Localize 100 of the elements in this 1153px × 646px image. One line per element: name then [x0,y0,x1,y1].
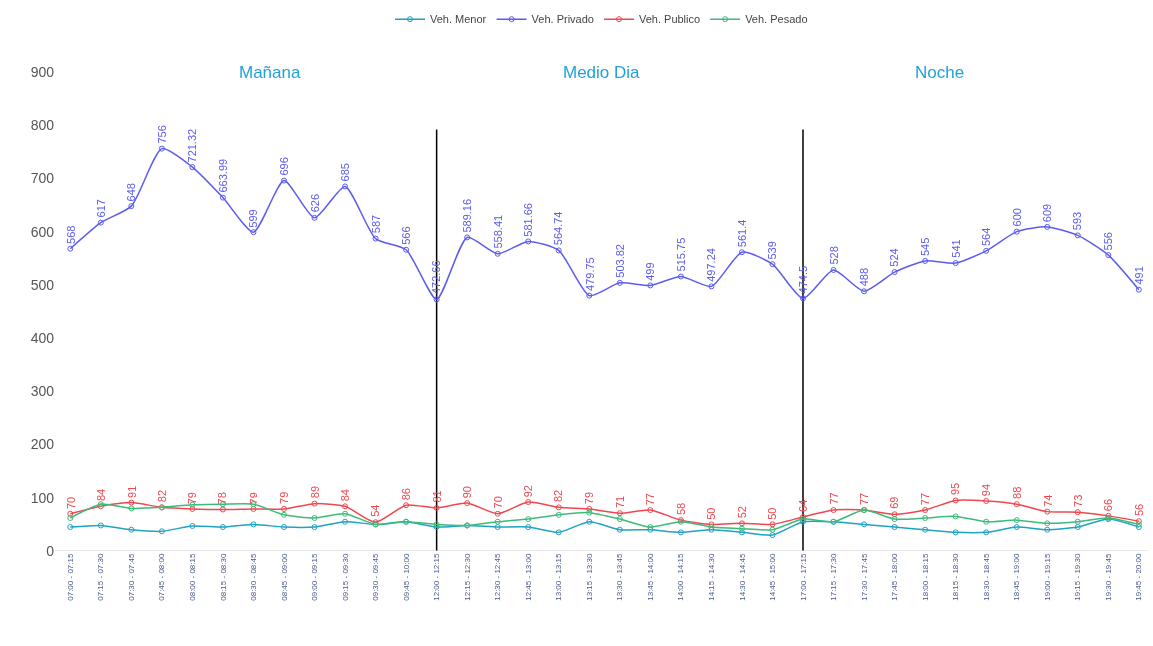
data-label: 91 [125,485,138,498]
legend-label: Veh. Publico [638,13,701,26]
data-label: 79 [186,492,199,505]
data-label: 564.74 [552,211,565,246]
x-tick-label: 12:45 - 13:00 [523,553,533,601]
x-tick-label: 09:30 - 09:45 [371,553,381,601]
x-tick-label: 07:45 - 08:00 [157,553,167,601]
y-tick-label: 300 [30,383,55,400]
y-tick-label: 800 [30,117,55,134]
data-label: 600 [1011,208,1024,227]
data-label: 77 [827,492,840,505]
y-tick-label: 200 [30,436,55,453]
x-tick-label: 09:45 - 10:00 [401,553,411,601]
data-label: 685 [338,163,351,182]
data-label: 497.24 [705,248,718,282]
data-label: 58 [674,502,687,516]
x-tick-label: 14:15 - 14:30 [707,553,717,601]
data-label: 541 [949,239,962,258]
data-label: 94 [980,483,993,497]
x-tick-label: 19:15 - 19:30 [1073,553,1083,601]
data-label: 79 [247,492,260,505]
x-tick-label: 09:00 - 09:15 [310,553,320,601]
data-label: 77 [644,493,657,506]
data-label: 84 [94,488,107,502]
data-label: 74 [1041,494,1054,507]
data-label: 545 [919,237,932,257]
x-tick-label: 14:45 - 15:00 [768,553,778,601]
data-label: 617 [95,199,108,218]
data-label: 82 [552,489,565,503]
x-tick-label: 08:00 - 08:15 [187,553,197,601]
data-label: 73 [1071,494,1084,507]
data-label: 50 [766,507,779,520]
y-tick-label: 100 [30,489,55,506]
data-label: 488 [857,267,870,287]
y-tick-label: 700 [30,170,55,187]
x-tick-label: 19:30 - 19:45 [1103,553,1113,601]
data-label: 474.5 [796,265,809,294]
data-label: 561.4 [735,219,748,248]
annotation: Noche [915,63,965,82]
data-label: 756 [156,125,169,144]
data-label: 89 [308,485,321,499]
data-label: 589.16 [460,198,473,233]
data-label: 558.41 [491,214,504,249]
x-tick-label: 14:30 - 14:45 [737,553,747,601]
data-label: 50 [705,507,718,520]
y-tick-label: 0 [46,542,55,559]
data-label: 81 [430,490,443,503]
data-label: 503.82 [613,244,626,278]
x-tick-label: 08:15 - 08:30 [218,553,228,601]
data-label: 86 [399,488,412,501]
annotation: Mañana [239,63,301,82]
data-label: 78 [216,492,229,505]
data-label: 77 [919,492,932,506]
x-tick-label: 17:00 - 17:15 [798,553,808,601]
data-label: 472.66 [430,260,443,295]
data-label: 79 [583,491,596,505]
data-label: 64 [797,499,810,512]
data-label: 491 [1133,266,1146,285]
data-label: 71 [613,495,626,509]
y-tick-label: 900 [30,63,55,80]
data-label: 566 [400,226,413,245]
data-label: 721.32 [186,128,199,163]
data-label: 515.75 [675,237,688,272]
data-label: 70 [491,496,504,509]
x-tick-label: 13:00 - 13:15 [554,553,564,601]
annotation: Medio Dia [563,63,641,82]
data-label: 84 [338,489,351,502]
data-label: 663.99 [217,158,230,193]
x-tick-label: 13:45 - 14:00 [645,553,655,601]
data-label: 66 [1102,498,1115,512]
x-tick-label: 13:30 - 13:45 [615,553,625,601]
data-label: 696 [278,157,291,176]
legend-label: Veh. Pesado [745,13,808,26]
data-label: 56 [1132,503,1145,517]
y-tick-label: 400 [30,330,55,347]
x-tick-label: 18:00 - 18:15 [920,553,930,601]
data-label: 564 [980,227,993,247]
data-label: 568 [64,225,77,244]
data-label: 609 [1041,203,1054,223]
x-tick-label: 19:00 - 19:15 [1042,553,1052,601]
y-tick-label: 600 [30,223,55,240]
x-tick-label: 07:30 - 07:45 [126,553,136,601]
data-label: 90 [461,486,474,499]
data-label: 524 [888,248,901,267]
x-tick-label: 07:00 - 07:15 [65,553,75,601]
data-label: 82 [155,489,168,503]
x-tick-label: 12:15 - 12:30 [462,553,472,601]
x-tick-label: 12:00 - 12:15 [432,553,442,601]
data-label: 626 [308,193,321,213]
x-tick-label: 17:45 - 18:00 [890,553,900,601]
data-label: 479.75 [583,257,596,291]
data-label: 69 [888,496,901,509]
data-label: 88 [1010,486,1023,499]
data-label: 499 [643,262,656,281]
data-label: 528 [827,246,840,265]
data-label: 54 [369,504,382,517]
y-tick-label: 500 [30,276,55,293]
data-label: 593 [1071,211,1084,231]
x-tick-label: 14:00 - 14:15 [676,553,686,601]
x-tick-label: 17:30 - 17:45 [859,553,869,601]
